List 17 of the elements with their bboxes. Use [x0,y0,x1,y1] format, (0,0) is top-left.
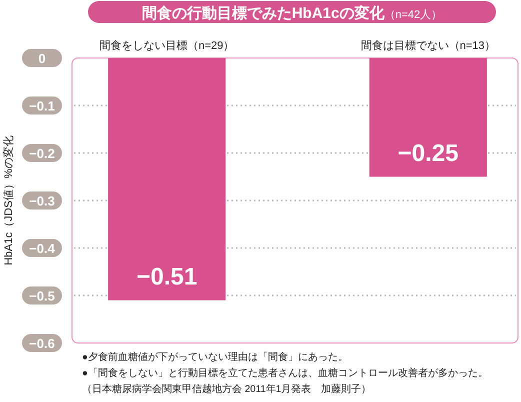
text: （日本糖尿病学会関東甲信越地方会 2011年1月発表 加藤則子） [82,383,372,395]
x-tick-label: 間食は目標でない（n=13） [360,40,496,52]
y-tick-label: −0.2 [29,146,55,161]
y-tick-label: 0 [38,51,46,66]
y-tick-label: −0.6 [29,336,55,351]
x-tick-label: 間食をしない目標（n=29） [99,40,234,52]
data-label: −0.51 [136,263,198,290]
chart-subtitle: （n=42人） [384,9,442,21]
y-tick-label: −0.4 [29,241,56,256]
y-tick-label: −0.1 [29,98,55,114]
text: ●夕食前血糖値が下がっていない理由は「間食」にあった。 [82,351,348,363]
y-axis-title: HbA1c（JDS値）%の変化 [2,136,15,266]
text: ●「間食をしない」と行動目標を立てた患者さんは、血糖コントロール改善者が多かった。 [82,367,488,379]
chart-title: 間食の行動目標でみたHbA1cの変化 [142,4,386,22]
y-tick-label: −0.5 [29,288,55,304]
y-tick-label: −0.3 [29,194,55,208]
data-label: −0.25 [398,140,459,167]
